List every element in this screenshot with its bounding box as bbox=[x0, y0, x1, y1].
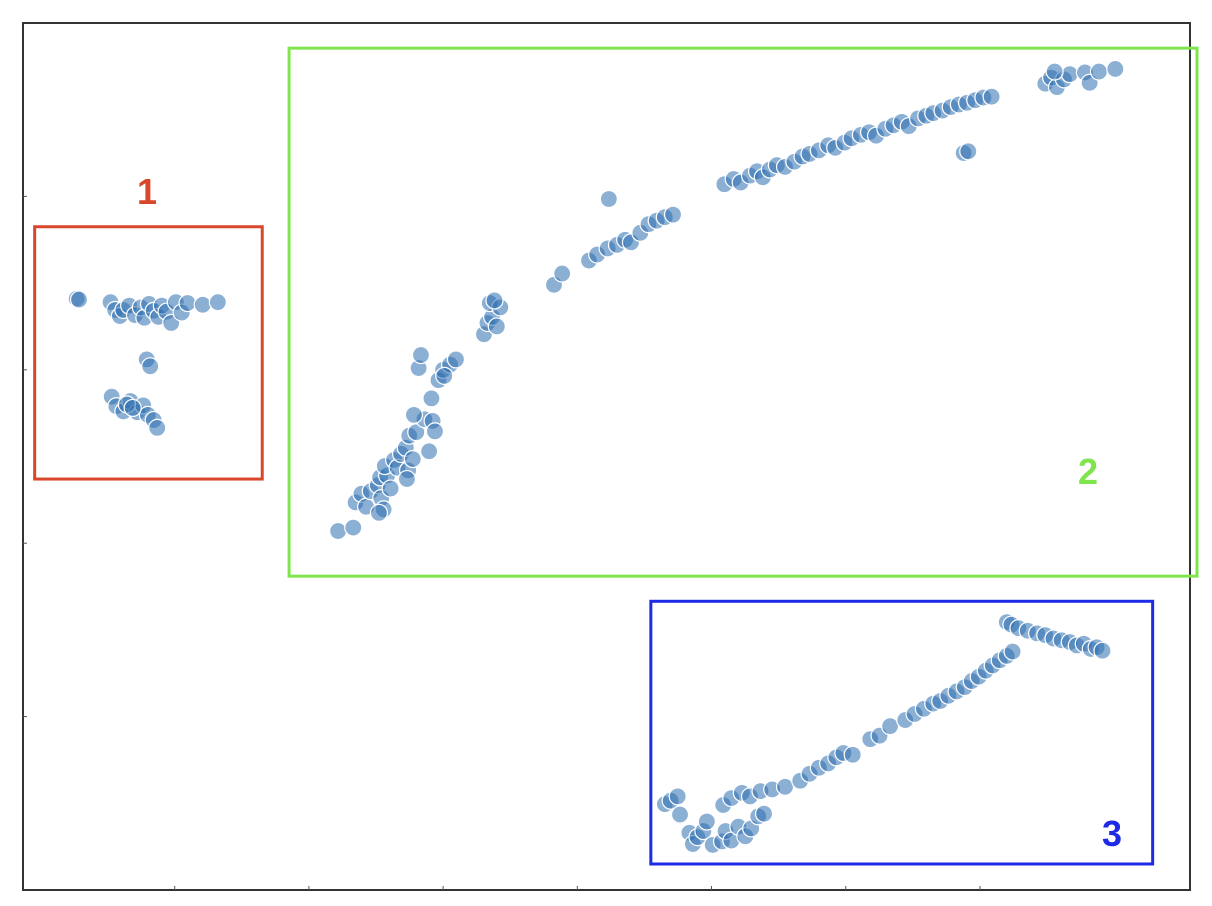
cluster-2-point bbox=[1045, 62, 1064, 81]
cluster-2-point bbox=[1089, 62, 1109, 81]
cluster-2-point bbox=[328, 521, 348, 541]
cluster-1-label: 1 bbox=[137, 171, 157, 212]
cluster-3-point bbox=[1003, 642, 1022, 661]
cluster-2-box bbox=[287, 46, 1199, 578]
cluster-2-point bbox=[397, 469, 417, 489]
cluster-3-point bbox=[754, 804, 774, 823]
cluster-2-point bbox=[485, 291, 504, 310]
cluster-2-point bbox=[446, 350, 466, 369]
cluster-2-point bbox=[369, 503, 389, 522]
axis-ticks bbox=[23, 195, 981, 890]
cluster-1-point bbox=[123, 398, 142, 418]
cluster-2-point bbox=[959, 142, 978, 161]
cluster-2-point bbox=[411, 345, 431, 365]
cluster-3-point bbox=[670, 805, 690, 824]
cluster-2-point bbox=[420, 442, 439, 461]
cluster-2-point bbox=[599, 189, 618, 209]
cluster-1-point bbox=[178, 293, 197, 313]
plot-frame bbox=[22, 22, 1191, 891]
cluster-3-point bbox=[880, 717, 900, 736]
cluster-2-point bbox=[982, 87, 1001, 106]
cluster-2-point bbox=[407, 423, 426, 442]
cluster-1-point bbox=[148, 418, 167, 437]
cluster-3-point bbox=[843, 745, 862, 764]
cluster-2-point bbox=[1060, 65, 1079, 84]
cluster-1-box bbox=[33, 225, 264, 481]
cluster-labels: 1 2 3 bbox=[137, 171, 1122, 854]
cluster-2-point bbox=[403, 450, 422, 469]
cluster-3-point bbox=[1093, 641, 1112, 660]
cluster-3-point bbox=[775, 777, 795, 796]
cluster-2-point bbox=[435, 366, 454, 385]
cluster-3-point bbox=[668, 787, 687, 806]
cluster-1-point bbox=[141, 357, 160, 376]
cluster-boxes bbox=[33, 46, 1199, 866]
cluster-1-point bbox=[69, 290, 89, 309]
cluster-3-point bbox=[697, 812, 716, 831]
cluster-2-label: 2 bbox=[1078, 451, 1098, 492]
cluster-2-point bbox=[553, 264, 572, 283]
cluster-2-point bbox=[425, 422, 445, 441]
cluster-1-point bbox=[193, 295, 212, 314]
scatter-points bbox=[67, 59, 1125, 855]
cluster-3-label: 3 bbox=[1102, 813, 1122, 854]
cluster-2-point bbox=[344, 518, 363, 537]
cluster-2-point bbox=[663, 205, 683, 224]
cluster-2-point bbox=[1106, 59, 1125, 79]
cluster-2-point bbox=[404, 405, 424, 424]
cluster-3-box bbox=[649, 599, 1155, 866]
cluster-2-point bbox=[422, 389, 441, 408]
cluster-1-point bbox=[208, 293, 227, 312]
cluster-2-point bbox=[487, 317, 506, 336]
cluster-2-point bbox=[381, 479, 400, 498]
